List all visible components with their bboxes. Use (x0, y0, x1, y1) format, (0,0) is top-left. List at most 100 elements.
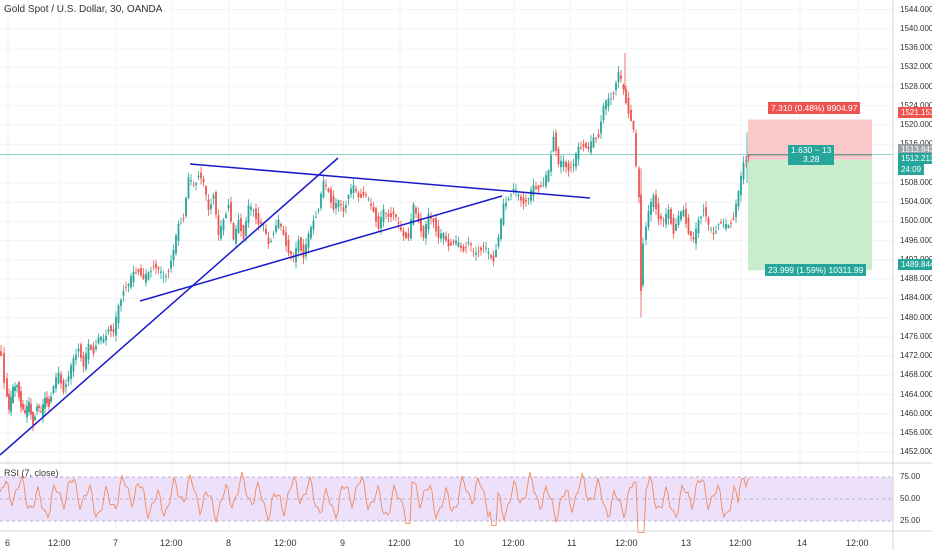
candle-body (642, 243, 644, 286)
current-price-tag: 1513.843 (898, 144, 932, 155)
candle-body (580, 147, 582, 149)
candle-body (287, 239, 290, 254)
candle-body (190, 180, 192, 182)
candlestick-series (0, 52, 750, 432)
candle-body (207, 199, 210, 210)
candle-body (685, 208, 687, 224)
candle-body (705, 207, 707, 217)
candle-body (277, 219, 280, 229)
candle-body (527, 198, 530, 200)
candle-body (185, 197, 187, 216)
candle-body (677, 215, 680, 225)
candle-body (212, 195, 215, 199)
candle-body (450, 242, 452, 246)
time-tick-label: 12:00 (729, 538, 752, 548)
candle-body (615, 82, 617, 91)
price-tick-label: 1540.000 (900, 23, 932, 33)
candle-body (210, 204, 212, 209)
candle-body (18, 381, 20, 398)
price-tick-label: 1452.000 (900, 447, 932, 457)
candle-body (465, 247, 467, 249)
candle-body (417, 213, 420, 222)
candle-body (500, 218, 502, 240)
price-tick-label: 1508.000 (900, 177, 932, 187)
candle-body (635, 133, 637, 166)
candle-body (202, 179, 205, 183)
candle-body (462, 246, 465, 252)
candle-body (638, 168, 640, 198)
rsi-level-label: 75.00 (900, 472, 921, 481)
candle-body (307, 233, 310, 248)
candle-body (352, 185, 355, 193)
candle-body (122, 291, 125, 296)
candle-body (710, 228, 712, 230)
trendline (0, 157, 339, 456)
candle-body (702, 209, 705, 211)
position-center-label-line1: 1.630 ~ 13 (791, 145, 832, 155)
candle-body (300, 237, 302, 251)
candle-body (322, 180, 325, 198)
time-tick-label: 12:00 (615, 538, 638, 548)
candle-body (320, 193, 322, 209)
chart-grid (0, 0, 893, 530)
trendline (139, 195, 503, 302)
candle-body (272, 233, 275, 235)
candle-body (520, 196, 522, 201)
candle-body (535, 186, 537, 189)
candle-body (197, 176, 200, 178)
candle-body (487, 252, 490, 254)
rsi-panel (0, 462, 932, 533)
candle-body (302, 244, 305, 258)
candle-body (737, 190, 740, 207)
candle-body (720, 221, 722, 224)
candle-body (620, 75, 622, 79)
target-price-tag: 1521.153 (898, 107, 932, 118)
candle-body (280, 223, 282, 227)
candle-body (257, 213, 260, 225)
candle-body (225, 214, 227, 219)
candle-body (50, 396, 52, 402)
price-tick-label: 1468.000 (900, 370, 932, 380)
candle-body (325, 184, 327, 187)
candle-body (80, 344, 82, 358)
candle-body (367, 199, 370, 201)
time-tick-label: 12:00 (846, 538, 869, 548)
rsi-level-label: 50.00 (900, 494, 921, 503)
candle-body (665, 213, 667, 225)
candle-body (577, 146, 580, 160)
target-zone-label: 7.310 (0.48%) 9904.97 (768, 102, 861, 114)
candle-body (70, 365, 72, 379)
candle-body (292, 257, 295, 259)
candle-body (600, 121, 602, 134)
candle-body (162, 276, 165, 278)
candle-body (385, 212, 387, 214)
candle-body (492, 255, 495, 262)
candle-body (522, 197, 525, 204)
candle-body (530, 189, 532, 201)
candle-body (632, 120, 635, 130)
candle-body (297, 239, 300, 252)
candle-body (660, 216, 662, 220)
candle-body (182, 218, 185, 220)
candle-body (657, 203, 660, 220)
candle-body (712, 232, 715, 235)
price-tick-label: 1544.000 (900, 4, 932, 14)
candle-body (237, 219, 240, 233)
time-tick-label: 6 (5, 538, 11, 548)
candle-body (732, 217, 735, 220)
price-tick-label: 1456.000 (900, 428, 932, 438)
candle-body (95, 345, 97, 350)
candle-body (142, 274, 145, 280)
candle-body (3, 352, 5, 383)
rsi-title: RSI (7, close) (4, 468, 59, 478)
candle-body (285, 232, 287, 246)
candle-body (655, 194, 657, 210)
candle-body (252, 210, 255, 212)
candle-body (215, 192, 217, 215)
price-tick-label: 1520.000 (900, 120, 932, 130)
candle-body (36, 406, 38, 412)
candle-body (112, 329, 115, 333)
candle-body (670, 208, 672, 224)
candle-body (415, 207, 417, 214)
